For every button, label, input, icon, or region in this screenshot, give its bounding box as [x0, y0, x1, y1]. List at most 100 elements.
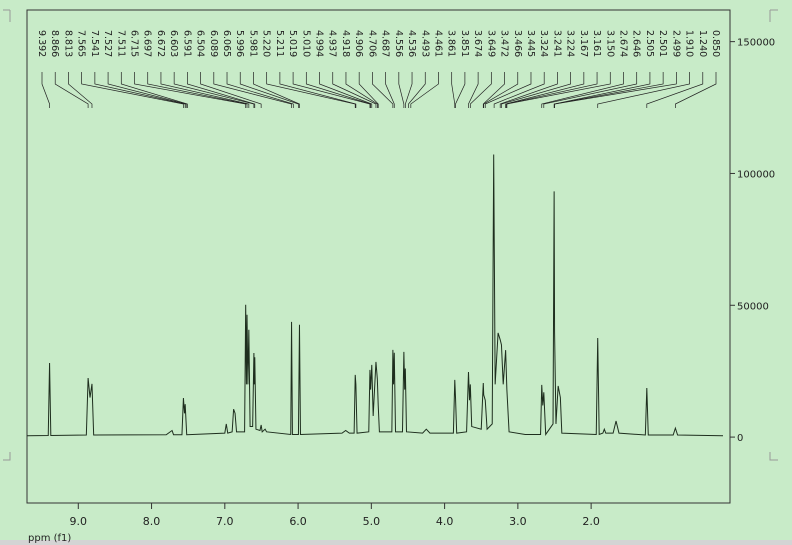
peak-leader [543, 72, 638, 108]
x-tick-label: 8.0 [143, 515, 161, 528]
peak-leader [372, 72, 394, 108]
peak-leader [345, 72, 378, 108]
peak-label: 7.511 [115, 30, 126, 57]
peak-leader [675, 72, 717, 108]
peak-label: 7.527 [102, 30, 113, 57]
peak-leader [81, 72, 184, 108]
peak-label: 8.813 [62, 30, 73, 57]
peak-leader [239, 72, 299, 108]
peak-label: 4.706 [366, 30, 377, 57]
peak-leader [160, 72, 250, 108]
peak-leader [200, 72, 262, 108]
peak-label: 3.861 [446, 30, 457, 57]
peak-label: 5.996 [234, 30, 245, 57]
peak-label: 0.850 [710, 30, 721, 57]
peak-leader [305, 72, 371, 108]
x-tick-label: 7.0 [216, 515, 234, 528]
peak-label: 1.240 [697, 30, 708, 57]
peak-label: 9.392 [36, 30, 47, 57]
peak-leader [499, 72, 558, 108]
peak-leader [484, 72, 532, 108]
peak-leader [408, 72, 426, 108]
peak-leader [455, 72, 466, 108]
peak-leader [187, 72, 256, 108]
peak-leader [358, 72, 379, 108]
peak-leader [213, 72, 292, 108]
peak-leader [554, 72, 677, 108]
peak-label: 6.591 [181, 30, 192, 57]
peak-leader [505, 72, 598, 108]
peak-leader [41, 72, 50, 108]
peak-leader [332, 72, 377, 108]
peak-leader [398, 72, 405, 108]
x-tick-label: 9.0 [70, 515, 88, 528]
peak-leader [505, 72, 585, 108]
peak-leader [506, 72, 611, 108]
peak-label: 3.472 [499, 30, 510, 57]
x-tick-label: 3.0 [509, 515, 527, 528]
plot-frame [26, 9, 731, 504]
peak-label: 3.851 [459, 30, 470, 57]
peak-label: 6.715 [129, 30, 140, 57]
peak-label: 3.150 [604, 30, 615, 57]
peak-label: 8.866 [49, 30, 60, 57]
peak-label: 2.499 [670, 30, 681, 57]
x-tick-label: 4.0 [436, 515, 454, 528]
peak-leader [292, 72, 371, 108]
peak-label: 5.019 [287, 30, 298, 57]
spectrum-line [26, 154, 724, 437]
peak-leader [501, 72, 571, 108]
peak-label: 7.565 [76, 30, 87, 57]
peak-label: 6.697 [142, 30, 153, 57]
peak-label: 3.161 [591, 30, 602, 57]
peak-label: 3.649 [485, 30, 496, 57]
peak-leader [253, 72, 300, 108]
peak-leader [493, 72, 545, 108]
peak-label: 6.672 [155, 30, 166, 57]
y-tick-label: 0 [737, 433, 743, 444]
peak-leader [597, 72, 690, 108]
peak-leader [541, 72, 624, 108]
peak-label: 4.994 [314, 30, 325, 57]
peak-label: 6.065 [221, 30, 232, 57]
peak-leader [94, 72, 186, 108]
peak-label: 3.241 [551, 30, 562, 57]
peak-label: 5.010 [300, 30, 311, 57]
peak-label: 4.493 [419, 30, 430, 57]
peak-label: 6.504 [195, 30, 206, 57]
peak-leader [646, 72, 704, 108]
peak-label: 3.324 [538, 30, 549, 57]
peak-leader [134, 72, 247, 108]
peak-leader [385, 72, 395, 108]
peak-label: 5.981 [247, 30, 258, 57]
y-tick-label: 100000 [737, 169, 775, 180]
peak-label: 5.220 [261, 30, 272, 57]
peak-label: 5.211 [274, 30, 285, 57]
peak-label: 6.603 [168, 30, 179, 57]
peak-label: 2.501 [657, 30, 668, 57]
peak-leader [266, 72, 356, 108]
peak-label: 2.646 [631, 30, 642, 57]
x-tick-label: 5.0 [363, 515, 381, 528]
peak-label: 3.674 [472, 30, 483, 57]
peak-leader [468, 72, 479, 108]
peak-label: 1.910 [684, 30, 695, 57]
corner-marks [3, 9, 778, 461]
peak-leader [54, 72, 89, 108]
peak-label: 3.224 [565, 30, 576, 57]
y-tick-label: 150000 [737, 38, 775, 49]
x-axis-label: ppm (f1) [28, 533, 71, 544]
peak-leader [173, 72, 255, 108]
peak-leader [120, 72, 188, 108]
peak-leader [319, 72, 373, 108]
peak-leader [68, 72, 93, 108]
peak-leader [451, 72, 456, 108]
peak-leader [147, 72, 248, 108]
peak-label: 4.536 [406, 30, 417, 57]
peak-leader [404, 72, 413, 108]
peak-label: 3.445 [525, 30, 536, 57]
peak-label: 4.937 [327, 30, 338, 57]
